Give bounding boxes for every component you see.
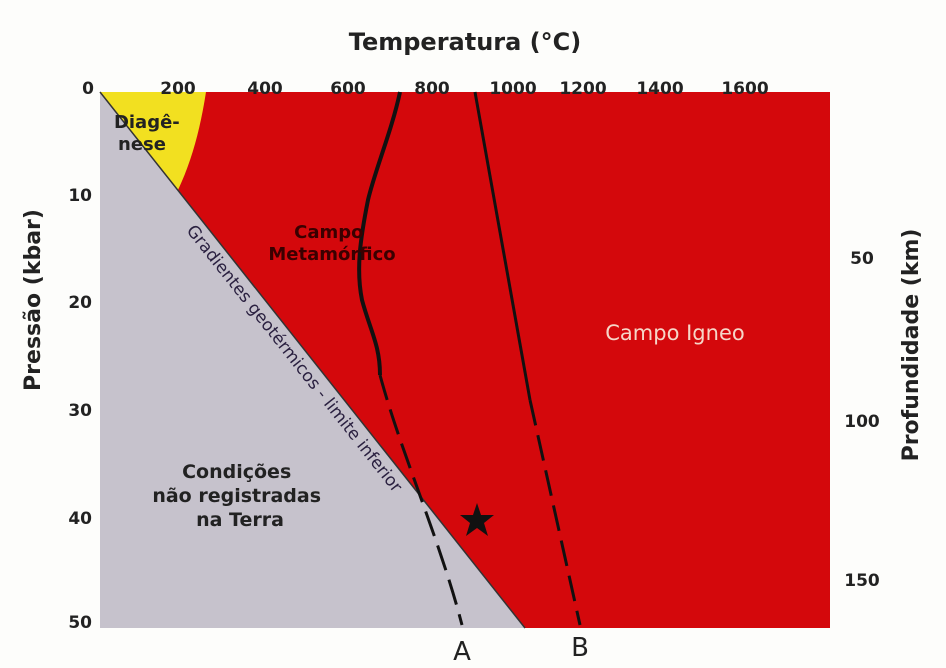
label-line: nese	[118, 134, 166, 155]
tick-label: 1600	[721, 79, 768, 99]
label-line: Diagê-	[114, 112, 180, 133]
tick-label: 1200	[559, 79, 606, 99]
unrecorded-label: Condições não registradas na Terra	[152, 461, 327, 531]
label-line: na Terra	[196, 509, 284, 531]
tick-label: 1000	[489, 79, 536, 99]
curve-b-label: B	[571, 633, 589, 663]
tick-label: 200	[160, 79, 196, 99]
label-line: Campo	[294, 222, 363, 243]
diagenesis-region	[100, 92, 206, 190]
tick-label: 150	[844, 571, 880, 591]
curve-b-solid	[473, 91, 532, 401]
tick-label: 50	[850, 249, 874, 269]
curve-a-solid	[357, 91, 402, 376]
star	[460, 503, 494, 536]
metamorphic-label: Campo Metamórfico	[268, 222, 395, 265]
tick-label: 40	[68, 509, 92, 529]
diagenesis-label: Diagê- nese	[114, 112, 186, 155]
title: Temperatura (°C)	[349, 28, 581, 56]
curve-a-label: A	[453, 637, 471, 667]
label-line: não registradas	[152, 485, 321, 507]
curve-b-dashed	[528, 399, 582, 626]
tick-label: 800	[414, 79, 450, 99]
gradient-boundary	[99, 91, 526, 629]
label-line: Condições	[182, 461, 291, 483]
tick-label: 10	[68, 186, 92, 206]
left-axis: 10 20 30 40 50	[68, 186, 92, 633]
top-axis: 0 200 400 600 800 1000 1200 1400 1600	[82, 79, 769, 99]
left-axis-label: Pressão (kbar)	[21, 209, 46, 391]
label-line: Metamórfico	[268, 244, 395, 265]
tick-label: 0	[82, 79, 94, 99]
curve-a-dashed	[378, 374, 464, 626]
tick-label: 20	[68, 293, 92, 313]
tick-label: 1400	[636, 79, 683, 99]
tick-label: 30	[68, 401, 92, 421]
igneous-label: Campo Igneo	[605, 321, 744, 345]
tick-label: 600	[330, 79, 366, 99]
tick-label: 100	[844, 412, 880, 432]
right-axis: 50 100 150	[844, 249, 880, 591]
right-axis-label: Profundidade (km)	[899, 229, 924, 462]
tick-label: 50	[68, 613, 92, 633]
tick-label: 400	[247, 79, 283, 99]
